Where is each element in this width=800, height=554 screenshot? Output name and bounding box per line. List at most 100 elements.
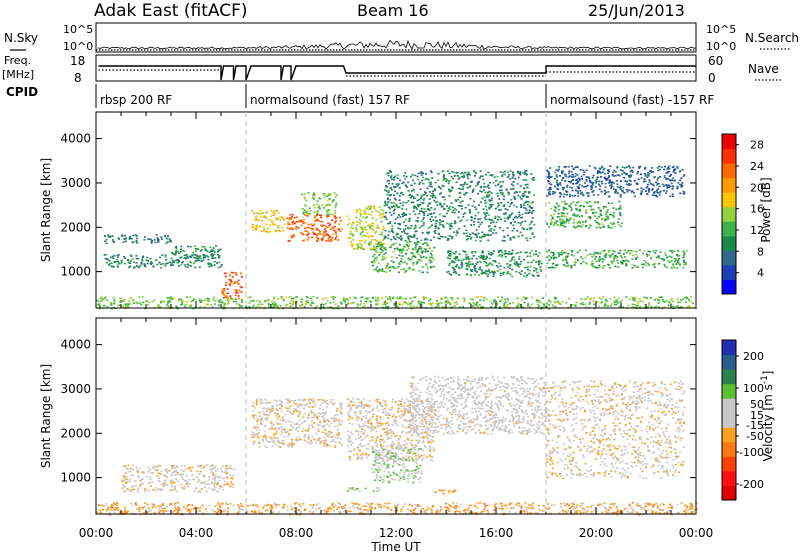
- heatmap-cell: [590, 264, 593, 266]
- heatmap-cell: [566, 186, 568, 188]
- heatmap-cell: [325, 232, 328, 235]
- heatmap-cell: [484, 270, 487, 272]
- heatmap-cell: [207, 300, 210, 302]
- heatmap-cell: [681, 168, 684, 171]
- heatmap-cell: [444, 301, 447, 304]
- heatmap-cell: [331, 201, 334, 203]
- heatmap-cell: [609, 305, 612, 307]
- heatmap-cell: [652, 250, 655, 252]
- heatmap-cell: [420, 172, 423, 174]
- heatmap-cell: [450, 225, 453, 228]
- heatmap-cell: [261, 212, 264, 214]
- heatmap-cell: [324, 441, 327, 443]
- heatmap-cell: [330, 417, 333, 420]
- heatmap-cell: [632, 297, 635, 300]
- heatmap-cell: [221, 292, 224, 295]
- heatmap-cell: [200, 301, 202, 304]
- heatmap-cell: [422, 199, 425, 201]
- heatmap-cell: [557, 205, 560, 207]
- heatmap-cell: [364, 297, 367, 300]
- heatmap-cell: [466, 173, 469, 176]
- heatmap-cell: [331, 440, 334, 443]
- heatmap-cell: [455, 265, 457, 268]
- heatmap-cell: [332, 435, 335, 438]
- heatmap-cell: [352, 221, 354, 223]
- heatmap-cell: [448, 188, 450, 191]
- heatmap-cell: [293, 442, 296, 445]
- heatmap-cell: [555, 297, 558, 299]
- heatmap-cell: [406, 186, 408, 188]
- heatmap-cell: [474, 251, 477, 253]
- heatmap-cell: [223, 471, 226, 474]
- heatmap-cell: [577, 259, 579, 262]
- heatmap-cell: [478, 255, 481, 258]
- heatmap-cell: [422, 202, 425, 204]
- heatmap-cell: [334, 420, 337, 422]
- heatmap-cell: [468, 266, 471, 268]
- heatmap-cell: [448, 254, 450, 257]
- heatmap-cell: [212, 473, 214, 475]
- freq-label: Freq.: [4, 54, 31, 67]
- heatmap-cell: [414, 226, 417, 229]
- heatmap-cell: [454, 222, 457, 224]
- heatmap-cell: [506, 176, 509, 178]
- heatmap-cell: [184, 305, 187, 308]
- heatmap-cell: [679, 301, 681, 303]
- heatmap-cell: [381, 255, 384, 258]
- heatmap-cell: [559, 182, 562, 184]
- heatmap-cell: [630, 169, 633, 172]
- heatmap-cell: [566, 184, 569, 187]
- heatmap-cell: [575, 215, 578, 217]
- heatmap-cell: [436, 179, 439, 182]
- heatmap-cell: [483, 235, 486, 237]
- heatmap-cell: [373, 205, 376, 207]
- heatmap-cell: [425, 242, 427, 244]
- heatmap-cell: [456, 175, 459, 177]
- heatmap-cell: [497, 266, 500, 268]
- heatmap-cell: [160, 267, 162, 269]
- heatmap-cell: [490, 230, 493, 232]
- heatmap-cell: [200, 488, 203, 490]
- heatmap-cell: [314, 442, 317, 444]
- heatmap-cell: [685, 250, 688, 252]
- heatmap-cell: [528, 269, 531, 272]
- heatmap-cell: [490, 174, 493, 177]
- heatmap-cell: [443, 208, 445, 210]
- heatmap-cell: [403, 214, 406, 216]
- heatmap-cell: [289, 302, 292, 305]
- heatmap-cell: [165, 242, 168, 245]
- heatmap-cell: [515, 215, 518, 218]
- heatmap-cell: [314, 438, 316, 440]
- heatmap-cell: [334, 303, 337, 305]
- heatmap-cell: [560, 193, 563, 196]
- heatmap-cell: [362, 248, 365, 250]
- heatmap-cell: [119, 262, 122, 265]
- heatmap-cell: [606, 305, 609, 308]
- heatmap-cell: [240, 301, 243, 304]
- heatmap-cell: [563, 222, 566, 224]
- heatmap-cell: [199, 470, 202, 473]
- heatmap-cell: [286, 430, 289, 433]
- heatmap-cell: [333, 229, 336, 232]
- heatmap-cell: [554, 256, 557, 259]
- heatmap-cell: [121, 480, 124, 483]
- heatmap-cell: [527, 212, 530, 214]
- heatmap-cell: [104, 258, 107, 260]
- heatmap-cell: [419, 210, 421, 212]
- heatmap-cell: [113, 261, 116, 264]
- heatmap-cell: [574, 304, 577, 306]
- heatmap-cell: [310, 439, 312, 442]
- heatmap-cell: [407, 267, 410, 269]
- heatmap-cell: [104, 297, 107, 299]
- heatmap-cell: [431, 194, 434, 197]
- heatmap-cell: [271, 424, 274, 426]
- heatmap-cell: [396, 236, 399, 238]
- heatmap-cell: [555, 181, 558, 184]
- heatmap-cell: [413, 269, 416, 271]
- heatmap-cell: [318, 420, 321, 422]
- heatmap-cell: [191, 478, 194, 481]
- heatmap-cell: [561, 172, 564, 175]
- heatmap-cell: [625, 251, 628, 254]
- heatmap-cell: [663, 259, 665, 261]
- heatmap-cell: [180, 483, 183, 486]
